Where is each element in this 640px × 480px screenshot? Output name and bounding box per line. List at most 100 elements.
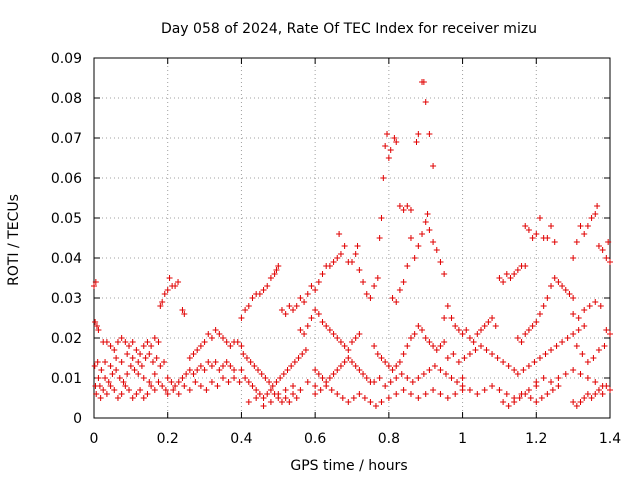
data-point <box>597 303 604 309</box>
data-point <box>151 335 158 341</box>
data-point <box>520 367 527 373</box>
data-point <box>437 259 444 265</box>
data-point <box>566 291 573 297</box>
data-point <box>282 387 289 393</box>
data-point <box>227 363 234 369</box>
data-point <box>225 379 232 385</box>
data-point <box>93 323 100 329</box>
x-tick-label: 0.2 <box>157 431 179 447</box>
data-point <box>525 227 532 233</box>
data-point <box>334 255 341 261</box>
data-point <box>91 363 98 369</box>
data-point <box>245 303 252 309</box>
data-point <box>151 387 158 393</box>
data-point <box>114 339 121 345</box>
data-point <box>242 307 249 313</box>
data-point <box>430 239 437 245</box>
data-point <box>98 367 105 373</box>
data-point <box>411 331 418 337</box>
data-point <box>118 391 125 397</box>
data-point <box>264 391 271 397</box>
data-point <box>603 383 610 389</box>
data-point <box>240 351 247 357</box>
data-point <box>422 219 429 225</box>
data-point <box>605 239 612 245</box>
tick-labels: 0 0.2 0.4 0.6 0.8 1 1.2 1.4 0 0.01 0.02 0.03 0.04 0.0… <box>51 51 621 447</box>
data-point <box>92 279 99 285</box>
data-point <box>463 327 470 333</box>
data-point <box>478 327 484 333</box>
data-point <box>190 371 197 377</box>
data-point <box>304 291 311 297</box>
data-point <box>570 331 577 337</box>
data-point <box>356 367 363 373</box>
data-point <box>349 359 355 365</box>
data-point <box>454 379 461 385</box>
data-point <box>433 247 440 253</box>
data-point <box>102 359 109 365</box>
data-point <box>577 223 584 229</box>
data-point <box>413 139 420 145</box>
data-point <box>116 375 123 381</box>
data-point <box>137 387 144 393</box>
data-point <box>249 295 256 301</box>
data-point <box>393 363 400 369</box>
data-point <box>573 403 580 409</box>
data-point <box>267 387 274 393</box>
data-point <box>157 363 164 369</box>
data-point <box>385 363 392 369</box>
data-point <box>293 395 300 401</box>
data-point <box>267 275 274 281</box>
data-point <box>433 347 440 353</box>
data-point <box>197 343 204 349</box>
data-point <box>474 391 481 397</box>
data-point <box>573 239 580 245</box>
data-point <box>153 355 160 361</box>
data-point <box>444 395 451 401</box>
data-point <box>466 335 473 341</box>
data-point <box>312 383 319 389</box>
data-point <box>426 227 433 233</box>
data-point <box>253 395 260 401</box>
data-point <box>407 335 414 341</box>
data-point <box>345 347 352 353</box>
data-point <box>533 231 540 237</box>
data-point <box>548 379 555 385</box>
data-point <box>404 343 411 349</box>
data-point <box>511 367 518 373</box>
data-point <box>337 363 344 369</box>
data-point <box>548 283 555 289</box>
data-point <box>525 387 532 393</box>
data-point <box>271 271 278 277</box>
data-point <box>95 375 102 381</box>
data-point <box>356 331 363 337</box>
y-tick-label: 0.02 <box>51 331 82 347</box>
data-point <box>376 375 383 381</box>
data-point <box>551 239 558 245</box>
data-point <box>407 235 414 241</box>
data-point <box>407 391 414 397</box>
data-point <box>382 359 389 365</box>
data-points <box>91 79 613 409</box>
data-point <box>205 331 212 337</box>
data-point <box>588 215 595 221</box>
data-point <box>529 235 536 241</box>
data-point <box>337 339 344 345</box>
data-point <box>424 211 431 217</box>
data-point <box>603 327 610 333</box>
data-point <box>511 399 518 405</box>
x-axis-label: GPS time / hours <box>290 458 407 474</box>
data-point <box>278 307 285 313</box>
data-point <box>266 379 273 385</box>
data-point <box>367 295 374 301</box>
data-point <box>326 375 333 381</box>
data-point <box>548 347 555 353</box>
data-point <box>430 387 437 393</box>
data-point <box>450 351 457 357</box>
data-point <box>444 303 451 309</box>
data-point <box>102 375 109 381</box>
data-point <box>212 327 219 333</box>
data-point <box>409 379 416 385</box>
data-point <box>584 223 591 229</box>
data-point <box>168 379 175 385</box>
